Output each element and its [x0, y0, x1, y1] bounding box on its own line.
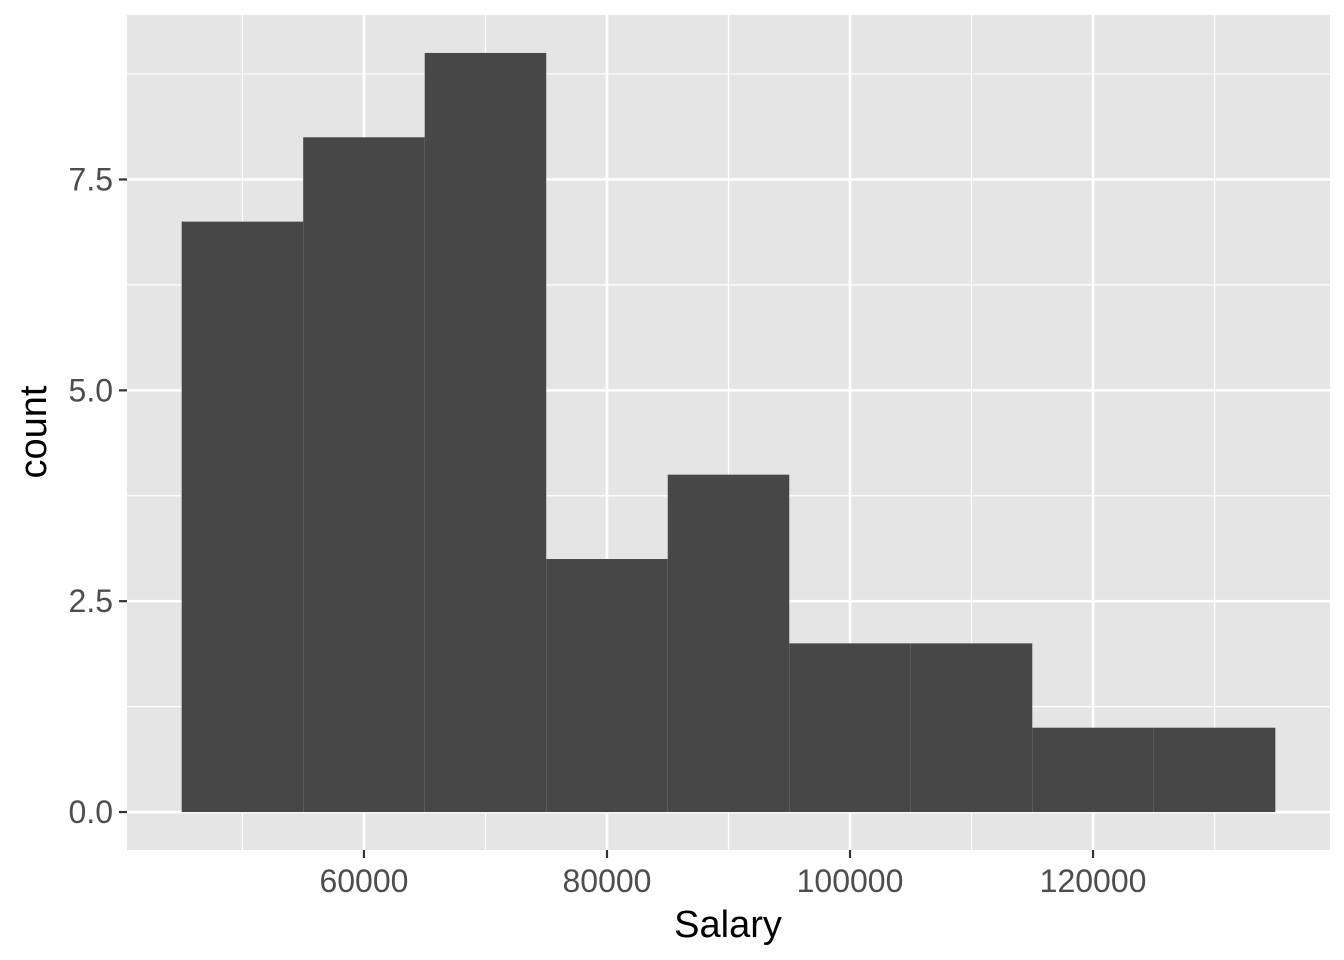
y-tick-label: 7.5	[69, 161, 113, 197]
y-axis-title: count	[13, 385, 55, 478]
x-tick-label: 80000	[562, 863, 651, 899]
histogram-bar-4	[546, 559, 668, 813]
histogram-bar-2	[303, 137, 425, 813]
histogram-bars	[181, 52, 1276, 813]
histogram-bar-9	[1153, 727, 1276, 813]
y-tick-label: 2.5	[69, 583, 113, 619]
x-axis-title: Salary	[674, 904, 782, 946]
x-tick-label: 100000	[797, 863, 904, 899]
y-tick-label: 5.0	[69, 372, 113, 408]
x-tick-label: 60000	[319, 863, 408, 899]
x-tick-label: 120000	[1040, 863, 1147, 899]
histogram-bar-1	[181, 221, 304, 813]
y-tick-label: 0.0	[69, 794, 113, 830]
y-axis: 0.0 2.5 5.0 7.5	[69, 161, 127, 830]
histogram-bar-3	[424, 52, 547, 813]
x-axis: 60000 80000 100000 120000	[319, 850, 1146, 899]
histogram-bar-7	[910, 643, 1033, 813]
histogram-bar-5	[667, 474, 790, 813]
histogram-bar-8	[1032, 727, 1154, 813]
histogram-bar-6	[789, 643, 911, 813]
